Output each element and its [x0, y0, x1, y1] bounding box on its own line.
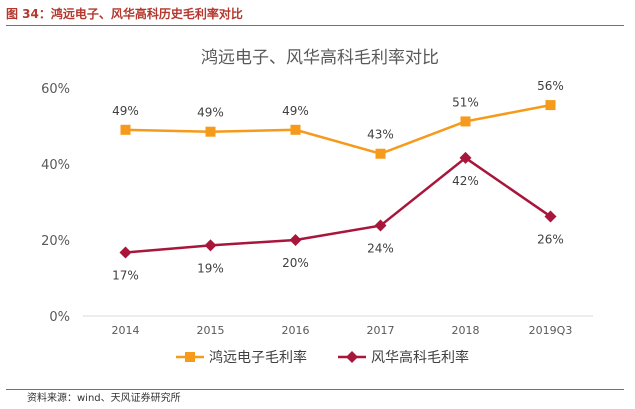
data-point-square [120, 124, 131, 135]
data-label: 17% [112, 269, 139, 283]
series-line [125, 103, 551, 156]
legend-label: 鸿远电子毛利率 [209, 349, 307, 366]
legend-item-1: 鸿远电子毛利率 [176, 349, 307, 366]
x-tick-label: 2016 [282, 324, 310, 337]
data-label: 42% [452, 174, 479, 188]
legend-item-2: 风华高科毛利率 [338, 349, 469, 366]
data-label: 24% [367, 242, 394, 256]
x-axis-ticks: 2014 2015 2016 2017 2018 2019Q3 [112, 324, 573, 337]
legend-label: 风华高科毛利率 [371, 349, 469, 366]
top-divider [6, 25, 624, 26]
data-label: 20% [282, 256, 309, 270]
chart-title: 鸿远电子、风华高科毛利率对比 [201, 48, 439, 68]
x-tick-label: 2018 [452, 324, 480, 337]
data-label: 56% [537, 79, 564, 93]
data-point-diamond [544, 210, 557, 223]
data-point-diamond [204, 239, 217, 252]
x-tick-label: 2019Q3 [529, 324, 573, 337]
y-tick-label: 20% [41, 234, 70, 249]
x-tick-label: 2014 [112, 324, 140, 337]
figure-title: 图 34：鸿远电子、风华高科历史毛利率对比 [6, 7, 243, 21]
legend-marker-diamond [346, 351, 358, 363]
series-layer: 49% 49% 49% 43% 51% 56% 17% 19% 20% 24% 42% 26% [112, 79, 564, 282]
data-point-square [290, 124, 301, 135]
data-point-diamond [119, 246, 132, 259]
series-2: 17% 19% 20% 24% 42% 26% [112, 151, 564, 283]
data-point-square [205, 126, 216, 137]
data-point-diamond [289, 234, 302, 246]
data-point-square [375, 148, 386, 159]
data-point-square [545, 100, 556, 111]
source-note: 资料来源：wind、天风证券研究所 [27, 393, 181, 404]
line-chart: 鸿远电子、风华高科毛利率对比 0%20%40%60% 2014 2015 2016 2… [41, 48, 593, 366]
data-point-square [460, 116, 471, 127]
data-point-diamond [374, 219, 387, 232]
data-label: 43% [367, 128, 394, 142]
legend: 鸿远电子毛利率 风华高科毛利率 [176, 349, 469, 366]
series-1: 49% 49% 49% 43% 51% 56% [112, 79, 564, 159]
data-label: 49% [112, 104, 139, 118]
data-label: 49% [282, 104, 309, 118]
bottom-divider [6, 389, 624, 390]
y-tick-label: 0% [49, 310, 70, 325]
x-tick-label: 2017 [367, 324, 395, 337]
legend-marker-square [185, 352, 195, 362]
y-axis-ticks: 0% 20% 40% 60% [41, 82, 70, 325]
data-label: 19% [197, 261, 224, 275]
series-line [125, 156, 552, 254]
data-label: 51% [452, 95, 479, 109]
data-label: 26% [537, 232, 564, 246]
data-point-diamond [459, 151, 472, 164]
x-tick-label: 2015 [197, 324, 225, 337]
data-label: 49% [197, 106, 224, 120]
y-tick-label: 40% [41, 158, 70, 173]
y-tick-label: 60% [41, 82, 70, 97]
